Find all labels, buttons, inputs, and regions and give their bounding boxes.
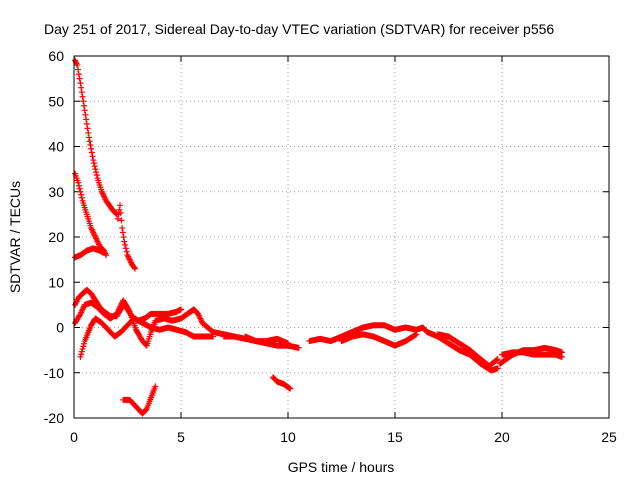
x-tick-label: 25 bbox=[601, 429, 617, 445]
data-point-markers bbox=[114, 202, 138, 272]
y-tick-labels: -20 -10 0 10 20 30 40 50 60 bbox=[44, 48, 64, 426]
grid-lines bbox=[74, 56, 609, 418]
series-arc-13 bbox=[338, 331, 420, 349]
y-tick-label: 30 bbox=[48, 184, 64, 200]
data-point-markers bbox=[120, 383, 159, 417]
data-point-markers bbox=[424, 329, 501, 374]
series-arc-10 bbox=[242, 333, 302, 351]
x-tick-label: 15 bbox=[387, 429, 403, 445]
data-point-markers bbox=[499, 349, 565, 360]
y-tick-label: 50 bbox=[48, 93, 64, 109]
series-arc-3 bbox=[72, 170, 110, 259]
x-axis-label: GPS time / hours bbox=[288, 459, 395, 475]
x-tick-label: 10 bbox=[280, 429, 296, 445]
series-arc-15 bbox=[434, 331, 501, 369]
y-tick-label: -20 bbox=[44, 410, 64, 426]
data-point-markers bbox=[77, 315, 217, 360]
data-point-markers bbox=[72, 57, 120, 218]
y-tick-label: 20 bbox=[48, 229, 64, 245]
x-tick-label: 20 bbox=[494, 429, 510, 445]
series-arc-2 bbox=[114, 202, 138, 272]
series-arc-12 bbox=[306, 322, 431, 345]
series-arc-7 bbox=[77, 315, 217, 360]
series-arc-4 bbox=[72, 245, 107, 261]
y-tick-label: -10 bbox=[44, 365, 64, 381]
series-arc-17 bbox=[499, 349, 565, 360]
series-arc-1 bbox=[72, 57, 120, 218]
data-point-markers bbox=[338, 331, 420, 349]
series-arc-11 bbox=[270, 374, 294, 392]
data-point-markers bbox=[434, 331, 501, 369]
series-arc-6 bbox=[72, 297, 238, 349]
plot-frame bbox=[73, 55, 610, 419]
data-point-markers bbox=[306, 322, 431, 345]
y-tick-label: 10 bbox=[48, 274, 64, 290]
series-arc-14 bbox=[424, 329, 501, 374]
data-point-markers bbox=[72, 170, 110, 259]
series-arc-8 bbox=[120, 383, 159, 417]
y-tick-label: 40 bbox=[48, 139, 64, 155]
y-axis-label: SDTVAR / TECUs bbox=[7, 181, 23, 293]
data-point-markers bbox=[72, 245, 107, 261]
y-tick-label: 0 bbox=[56, 320, 64, 336]
data-point-markers bbox=[72, 297, 238, 349]
chart-title: Day 251 of 2017, Sidereal Day-to-day VTE… bbox=[44, 21, 554, 37]
x-tick-label: 0 bbox=[70, 429, 78, 445]
x-tick-labels: 0 5 10 15 20 25 bbox=[70, 429, 617, 445]
y-tick-label: 60 bbox=[48, 48, 64, 64]
data-series bbox=[72, 57, 565, 417]
data-point-markers bbox=[270, 374, 294, 392]
data-point-markers bbox=[242, 333, 302, 351]
x-tick-label: 5 bbox=[177, 429, 185, 445]
